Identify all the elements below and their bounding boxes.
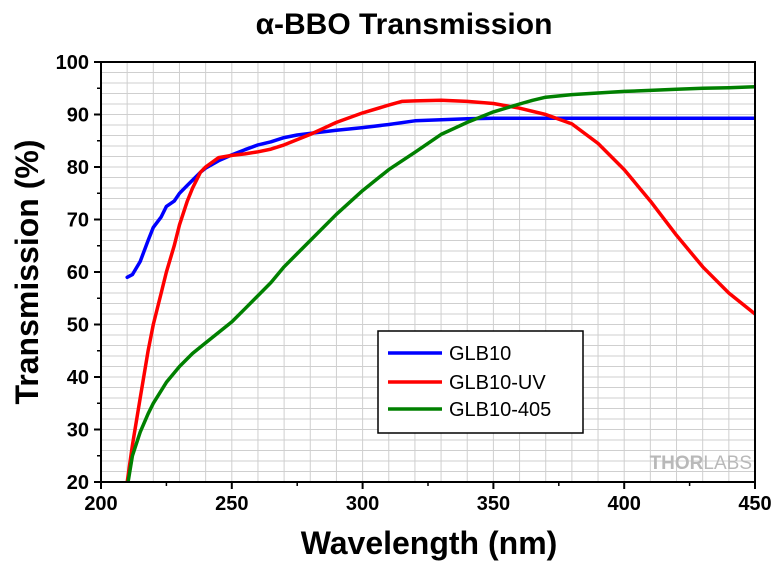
x-tick-label: 350 xyxy=(477,493,510,515)
svg-text:THORLABS: THORLABS xyxy=(650,453,752,474)
y-tick-label: 60 xyxy=(67,262,89,284)
y-tick-label: 80 xyxy=(67,157,89,179)
legend-label-glb10-uv: GLB10-UV xyxy=(449,372,546,394)
thorlabs-logo: THORLABS xyxy=(650,453,752,474)
grid xyxy=(101,62,755,482)
y-tick-label: 40 xyxy=(67,367,89,389)
y-tick-label: 30 xyxy=(67,420,89,442)
y-tick-labels: 20 30 40 50 60 70 80 90 100 xyxy=(56,52,89,494)
x-tick-label: 400 xyxy=(608,493,641,515)
series-line-glb10-uv xyxy=(125,98,755,482)
logo-thor: THOR xyxy=(650,453,704,474)
x-tick-labels: 200 250 300 350 400 450 xyxy=(84,493,771,515)
plot-frame xyxy=(100,61,756,483)
x-tick-label: 250 xyxy=(215,493,248,515)
legend: GLB10 GLB10-UV GLB10-405 xyxy=(377,330,584,434)
logo-labs: LABS xyxy=(703,453,752,474)
series-layer xyxy=(125,84,755,482)
series-line-glb10-405 xyxy=(126,84,755,482)
legend-label-glb10: GLB10 xyxy=(449,343,511,365)
legend-label-glb10-405: GLB10-405 xyxy=(449,399,551,421)
y-tick-label: 20 xyxy=(67,472,89,494)
x-axis-label: Wavelength (nm) xyxy=(301,525,558,561)
x-tick-label: 450 xyxy=(738,493,771,515)
y-tick-label: 90 xyxy=(67,105,89,127)
x-tick-label: 300 xyxy=(346,493,379,515)
y-tick-label: 70 xyxy=(67,210,89,232)
chart-title: α-BBO Transmission xyxy=(256,8,553,41)
series-line-glb10 xyxy=(125,116,755,280)
y-tick-label: 50 xyxy=(67,315,89,337)
x-tick-label: 200 xyxy=(84,493,117,515)
y-tick-label: 100 xyxy=(56,52,89,74)
y-axis-label: Transmission (%) xyxy=(9,140,45,405)
